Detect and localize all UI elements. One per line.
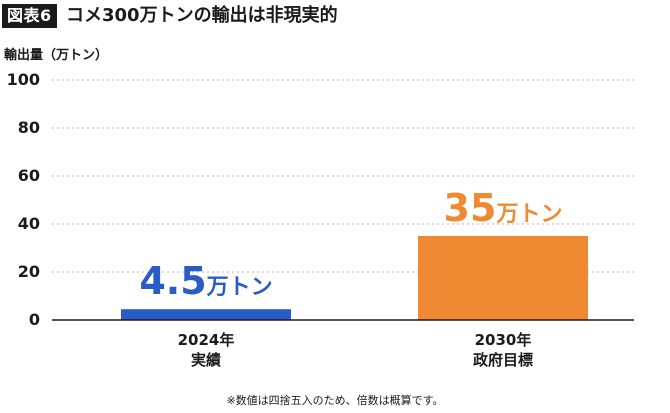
data-label-unit: 万トン <box>206 275 273 301</box>
footnote: ※数値は四捨五入のため、倍数は概算です。 <box>226 394 444 407</box>
y-axis-label: 輸出量（万トン） <box>4 48 109 63</box>
y-tick-label: 60 <box>17 166 40 185</box>
figure-badge: 図表6 <box>2 4 57 28</box>
data-label-unit: 万トン <box>496 202 563 227</box>
data-label-number: 4.5 <box>139 259 207 304</box>
category-type: 政府目標 <box>472 351 533 369</box>
category-type: 実績 <box>190 351 221 369</box>
y-tick-label: 0 <box>28 310 40 329</box>
y-tick-label: 80 <box>17 118 40 137</box>
bar-2030 <box>418 236 588 320</box>
data-label-number: 35 <box>443 186 497 230</box>
chart-title: コメ300万トンの輸出は非現実的 <box>66 5 338 26</box>
data-label-2030: 35万トン <box>383 186 623 230</box>
y-tick-label: 20 <box>17 262 40 281</box>
data-label-2024: 4.5万トン <box>86 259 326 303</box>
y-tick-label: 100 <box>6 70 40 89</box>
category-year: 2024年 <box>177 331 235 349</box>
y-tick-label: 40 <box>17 214 40 233</box>
chart-header: 図表6 コメ300万トンの輸出は非現実的 <box>0 0 670 32</box>
bar-2024 <box>121 309 291 320</box>
category-label-2030: 2030年 政府目標 <box>413 330 593 370</box>
category-year: 2030年 <box>474 331 532 349</box>
category-label-2024: 2024年 実績 <box>116 330 296 370</box>
